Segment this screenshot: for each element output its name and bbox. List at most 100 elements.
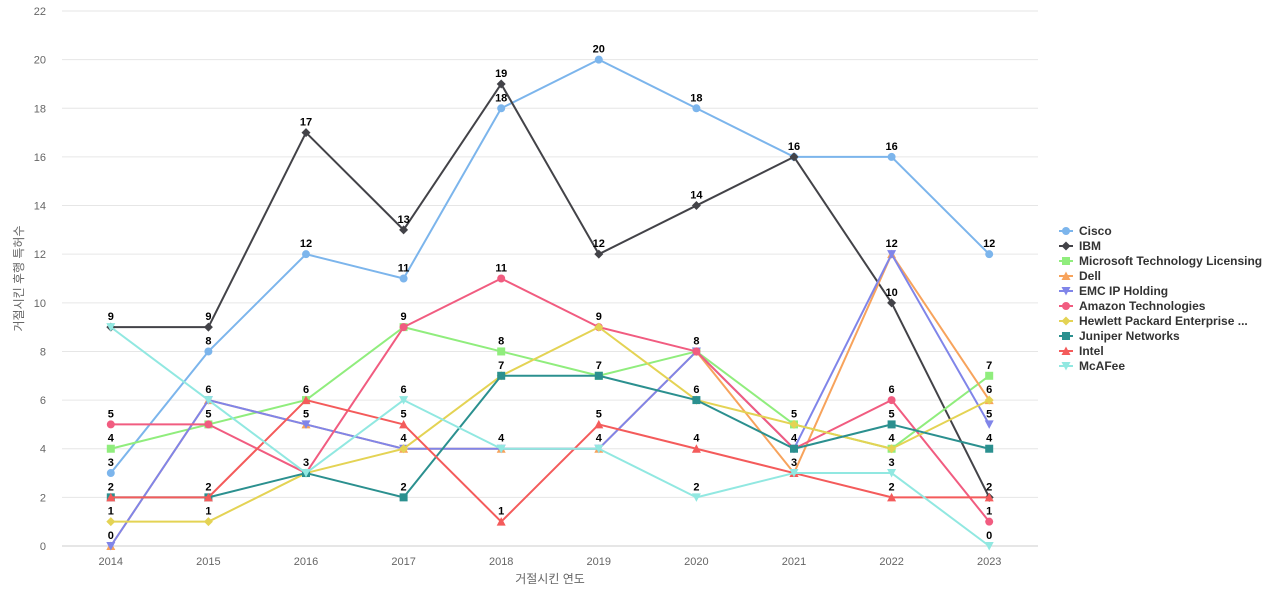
data-point xyxy=(301,128,311,138)
data-label: 7 xyxy=(596,360,602,372)
legend-item[interactable]: Amazon Technologies xyxy=(1059,299,1206,313)
data-label: 12 xyxy=(593,238,605,250)
series-line xyxy=(110,399,990,523)
data-label: 3 xyxy=(889,457,895,469)
x-tick-label: 2015 xyxy=(196,556,220,568)
data-point xyxy=(594,322,604,332)
data-label: 6 xyxy=(693,384,699,396)
data-point xyxy=(203,517,213,527)
legend-label: Hewlett Packard Enterprise ... xyxy=(1079,314,1248,328)
data-point xyxy=(203,396,213,405)
data-point xyxy=(203,492,213,502)
data-label: 19 xyxy=(495,68,507,80)
data-point xyxy=(106,323,116,332)
data-label: 2 xyxy=(889,481,895,493)
data-label: 14 xyxy=(690,190,703,202)
data-point xyxy=(399,274,408,283)
data-label: 1 xyxy=(986,506,992,518)
data-point xyxy=(106,517,116,527)
data-label: 6 xyxy=(986,384,992,396)
data-point xyxy=(887,444,897,454)
legend-label: IBM xyxy=(1079,239,1101,253)
data-label: 9 xyxy=(108,311,114,323)
data-label: 2 xyxy=(205,481,211,493)
data-point xyxy=(302,250,310,259)
data-point xyxy=(984,420,994,429)
data-point xyxy=(497,347,506,356)
data-point xyxy=(985,444,994,453)
data-label: 12 xyxy=(300,238,312,250)
x-tick-label: 2018 xyxy=(489,556,513,568)
data-label: 12 xyxy=(885,238,897,250)
y-tick-label: 2 xyxy=(40,492,46,504)
data-label: 4 xyxy=(693,433,700,445)
y-tick-label: 16 xyxy=(34,152,46,164)
data-point xyxy=(692,104,701,113)
legend-item[interactable]: Microsoft Technology Licensing xyxy=(1059,254,1262,268)
legend-item[interactable]: Dell xyxy=(1059,269,1101,283)
data-label: 5 xyxy=(791,408,797,420)
data-label: 2 xyxy=(693,481,699,493)
legend-marker xyxy=(1062,302,1070,310)
data-point xyxy=(399,419,409,429)
data-label: 8 xyxy=(498,335,504,347)
x-tick-label: 2017 xyxy=(391,556,415,568)
x-tick-label: 2020 xyxy=(684,556,708,568)
legend-marker xyxy=(1061,362,1071,371)
data-label: 1 xyxy=(205,506,211,518)
data-label: 1 xyxy=(498,506,504,518)
legend-label: Microsoft Technology Licensing xyxy=(1079,254,1262,268)
data-label: 6 xyxy=(889,384,895,396)
data-label: 4 xyxy=(596,433,603,445)
legend-marker xyxy=(1061,287,1071,296)
legend-item[interactable]: EMC IP Holding xyxy=(1059,284,1168,298)
y-tick-label: 18 xyxy=(34,103,46,115)
data-label: 4 xyxy=(498,433,505,445)
series-1 xyxy=(106,79,994,502)
data-label: 7 xyxy=(498,360,504,372)
legend-item[interactable]: Intel xyxy=(1059,344,1104,358)
legend-item[interactable]: Cisco xyxy=(1059,224,1112,238)
data-point xyxy=(691,493,701,502)
data-point xyxy=(985,250,994,259)
y-tick-label: 4 xyxy=(40,444,46,456)
series-lines xyxy=(106,55,994,551)
legend-label: Cisco xyxy=(1079,224,1112,238)
data-point xyxy=(691,444,701,453)
data-label: 0 xyxy=(986,530,992,542)
data-label: 6 xyxy=(303,384,309,396)
series-7 xyxy=(106,371,994,502)
data-point xyxy=(106,444,115,453)
data-label: 8 xyxy=(205,335,211,347)
data-label: 0 xyxy=(108,530,114,542)
series-9 xyxy=(106,323,994,551)
data-label: 8 xyxy=(693,335,699,347)
series-line xyxy=(110,58,990,474)
data-point xyxy=(887,298,897,308)
series-2 xyxy=(106,323,994,453)
data-label: 18 xyxy=(495,92,507,104)
data-point xyxy=(594,444,604,454)
data-label: 2 xyxy=(108,481,114,493)
data-point xyxy=(204,420,213,429)
data-point xyxy=(496,517,506,526)
data-label: 18 xyxy=(690,92,702,104)
legend-item[interactable]: Hewlett Packard Enterprise ... xyxy=(1059,314,1248,328)
legend-item[interactable]: Juniper Networks xyxy=(1059,329,1180,343)
data-label: 5 xyxy=(596,408,602,420)
legend-item[interactable]: IBM xyxy=(1059,239,1101,253)
data-label: 5 xyxy=(889,408,895,420)
data-point xyxy=(985,371,994,380)
y-axis-title: 거절시킨 후행 특허수 xyxy=(11,225,26,331)
series-line xyxy=(110,326,990,547)
data-label: 11 xyxy=(495,263,507,275)
data-point xyxy=(789,469,799,478)
data-point xyxy=(399,444,409,454)
y-tick-label: 8 xyxy=(40,346,46,358)
data-label: 5 xyxy=(205,408,211,420)
data-point xyxy=(790,444,798,453)
x-tick-label: 2023 xyxy=(977,556,1001,568)
legend-item[interactable]: McAFee xyxy=(1059,359,1125,373)
